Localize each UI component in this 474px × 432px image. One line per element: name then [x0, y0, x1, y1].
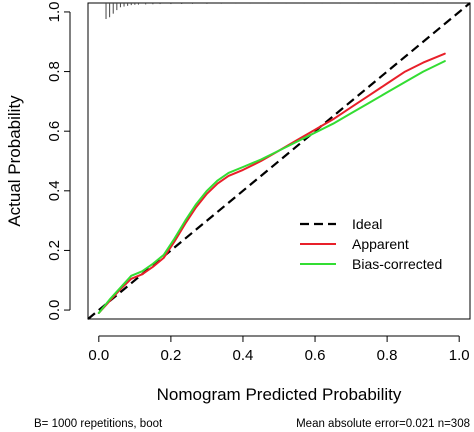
x-axis-title: Nomogram Predicted Probability — [157, 385, 402, 404]
legend: Ideal Apparent Bias-corrected — [300, 216, 442, 272]
legend-label: Apparent — [352, 236, 409, 252]
x-tick-label: 1.0 — [449, 347, 470, 364]
legend-label: Bias-corrected — [352, 256, 442, 272]
footer-bootstrap-info: B= 1000 repetitions, boot — [34, 418, 163, 430]
y-tick-label: 0.2 — [46, 240, 63, 261]
y-tick-label: 0.4 — [46, 180, 63, 201]
x-tick-label: 0.6 — [305, 347, 326, 364]
x-axis: 0.0 0.2 0.4 0.6 0.8 1.0 — [88, 335, 470, 364]
series-lines — [87, 2, 471, 320]
legend-label: Ideal — [352, 216, 382, 232]
x-tick-label: 0.2 — [160, 347, 181, 364]
rug-marks — [105, 3, 439, 19]
series-line-apparent — [97, 52, 446, 314]
y-axis: 0.0 0.2 0.4 0.6 0.8 1.0 — [46, 2, 71, 321]
x-tick-label: 0.4 — [233, 347, 254, 364]
series-line-bias-corrected — [97, 60, 446, 314]
series-line-ideal — [87, 2, 471, 320]
y-tick-label: 1.0 — [46, 2, 63, 23]
footer-error-info: Mean absolute error=0.021 n=308 — [296, 418, 470, 430]
y-tick-label: 0.0 — [46, 300, 63, 321]
plot-frame — [87, 2, 471, 320]
y-tick-label: 0.8 — [46, 61, 63, 82]
x-tick-label: 0.8 — [377, 347, 398, 364]
y-tick-label: 0.6 — [46, 121, 63, 142]
x-tick-label: 0.0 — [88, 347, 109, 364]
y-axis-title: Actual Probability — [5, 95, 24, 227]
